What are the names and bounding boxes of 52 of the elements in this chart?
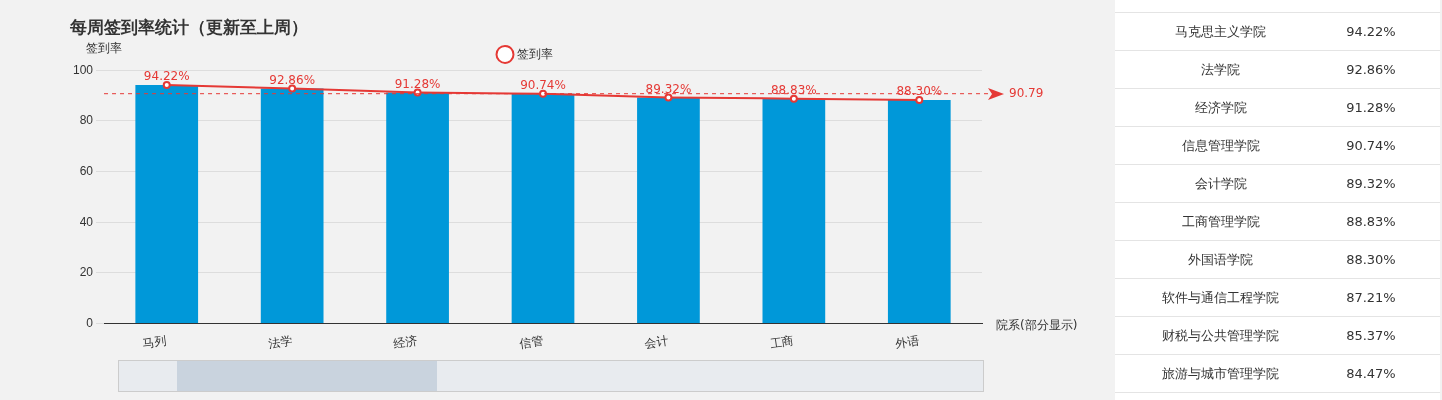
x-tick-label: 会计	[643, 333, 670, 352]
data-label: 88.83%	[770, 82, 817, 97]
bar	[511, 93, 575, 323]
x-tick-label: 信管	[518, 333, 544, 352]
text: 87.21%	[1346, 290, 1396, 305]
text: 94.22%	[1346, 24, 1396, 39]
text: 88.30%	[1346, 252, 1396, 267]
bar	[637, 97, 700, 323]
category-label: 软件与通信工程学院	[1161, 288, 1281, 307]
category-label: 信息管理学院	[1180, 136, 1261, 155]
chart-title: 每周签到率统计（更新至上周）	[69, 16, 308, 37]
data-label: 94.22%	[143, 69, 190, 84]
category-label: 旅游与城市管理学院	[1161, 364, 1281, 383]
text: 85.37%	[1346, 328, 1396, 343]
bar	[887, 100, 951, 323]
data-label: 91.28%	[394, 76, 441, 91]
text: 92.86%	[1346, 62, 1396, 77]
category-label: 法学院	[1200, 60, 1242, 79]
y-tick-label: 60	[79, 163, 94, 178]
text: 88.83%	[1346, 214, 1396, 229]
bar	[260, 88, 324, 323]
y-axis-title: 签到率	[86, 40, 123, 55]
category-label: 财税与公共管理学院	[1161, 326, 1281, 345]
text: 84.47%	[1346, 366, 1396, 381]
text: 91.28%	[1346, 100, 1396, 115]
category-label: 经济学院	[1193, 98, 1248, 117]
bar	[135, 85, 199, 323]
bar	[386, 92, 449, 323]
data-label: 89.32%	[645, 81, 692, 96]
y-tick-label: 40	[79, 214, 94, 229]
bar	[762, 98, 826, 323]
category-label: 工商管理学院	[1180, 212, 1261, 231]
x-axis-title: 院系(部分显示)	[996, 317, 1078, 332]
y-tick-label: 0	[86, 315, 94, 330]
x-tick-label: 外语	[894, 333, 921, 352]
x-tick-label: 工商	[769, 333, 795, 352]
y-tick-label: 20	[79, 265, 94, 280]
text: 89.32%	[1346, 176, 1396, 191]
data-label: 90.74%	[520, 77, 566, 92]
x-tick-label: 法学	[267, 333, 294, 352]
category-label: 外国语学院	[1187, 250, 1255, 269]
data-label: 88.30%	[896, 84, 943, 99]
legend-label: 签到率	[517, 46, 553, 61]
x-tick-label: 马列	[141, 333, 168, 352]
text: 90.74%	[1346, 138, 1396, 153]
ref-line-label: 90.79	[1009, 85, 1044, 100]
y-tick-label: 100	[72, 62, 94, 77]
data-label: 92.86%	[269, 72, 316, 87]
y-tick-label: 80	[79, 113, 94, 128]
category-label: 会计学院	[1193, 174, 1248, 193]
x-tick-label: 经济	[392, 333, 419, 352]
category-label: 马克思主义学院	[1174, 22, 1268, 41]
